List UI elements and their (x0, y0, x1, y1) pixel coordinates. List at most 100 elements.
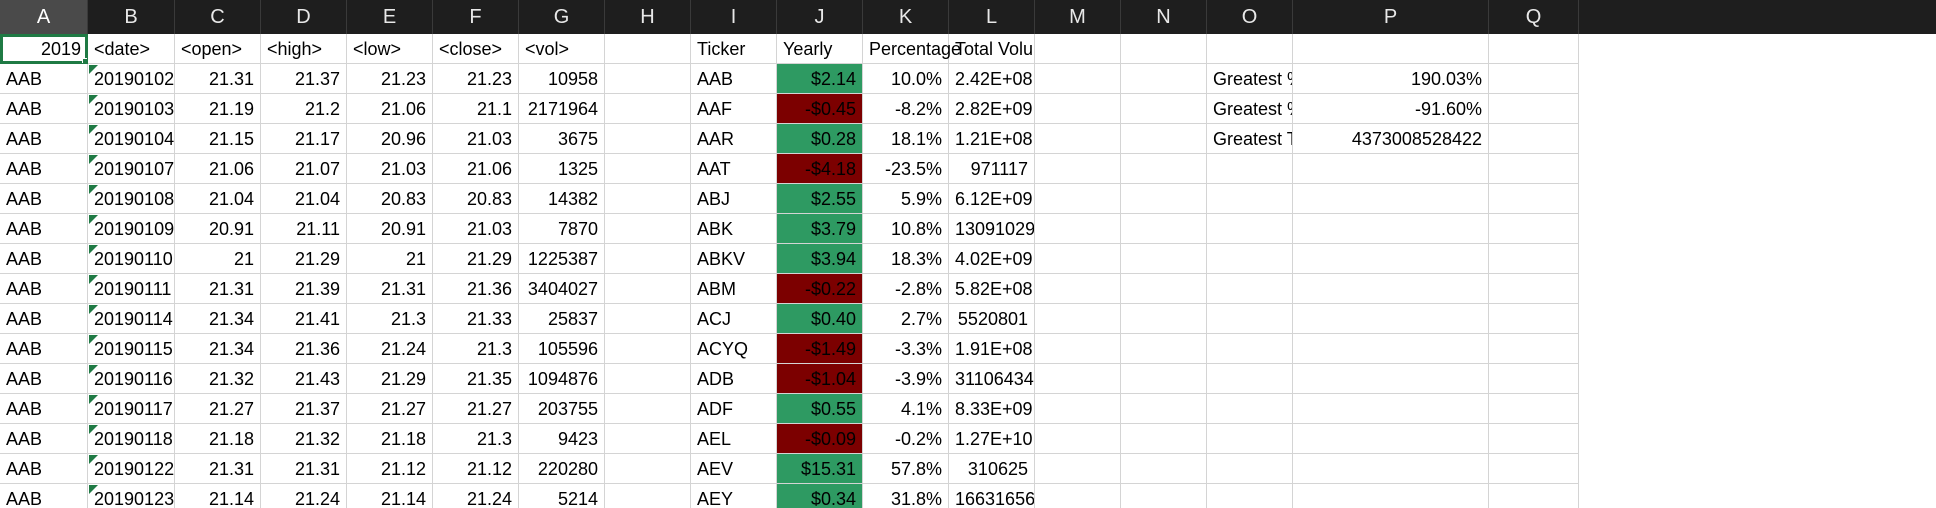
percent-change-cell[interactable]: 10.0% (863, 64, 949, 94)
header-cell-f[interactable]: <close> (433, 34, 519, 64)
vol-cell[interactable]: 5214 (519, 484, 605, 508)
open-cell[interactable]: 20.91 (175, 214, 261, 244)
empty-cell[interactable] (1035, 424, 1121, 454)
empty-cell[interactable] (1121, 64, 1207, 94)
ticker-cell[interactable]: AAB (0, 184, 88, 214)
yearly-change-cell[interactable]: -$0.45 (777, 94, 863, 124)
date-cell[interactable]: 20190123 (88, 484, 175, 508)
date-cell[interactable]: 20190102 (88, 64, 175, 94)
empty-cell[interactable] (1293, 304, 1489, 334)
empty-cell[interactable] (1489, 484, 1579, 508)
empty-cell[interactable] (1489, 364, 1579, 394)
empty-cell[interactable] (1489, 424, 1579, 454)
empty-cell[interactable] (1293, 34, 1489, 64)
empty-cell[interactable] (1207, 244, 1293, 274)
column-header-h[interactable]: H (605, 0, 691, 34)
empty-cell[interactable] (1121, 394, 1207, 424)
header-cell-j[interactable]: Yearly (777, 34, 863, 64)
empty-cell[interactable] (1207, 334, 1293, 364)
ticker-cell[interactable]: AAB (0, 394, 88, 424)
yearly-change-cell[interactable]: $2.55 (777, 184, 863, 214)
date-cell[interactable]: 20190117 (88, 394, 175, 424)
empty-cell[interactable] (605, 424, 691, 454)
empty-cell[interactable] (1489, 454, 1579, 484)
empty-cell[interactable] (605, 334, 691, 364)
summary-ticker-cell[interactable]: AAF (691, 94, 777, 124)
vol-cell[interactable]: 105596 (519, 334, 605, 364)
vol-cell[interactable]: 1225387 (519, 244, 605, 274)
low-cell[interactable]: 21.12 (347, 454, 433, 484)
yearly-change-cell[interactable]: -$1.49 (777, 334, 863, 364)
empty-cell[interactable] (1489, 154, 1579, 184)
empty-cell[interactable] (605, 94, 691, 124)
empty-cell[interactable] (1489, 94, 1579, 124)
empty-cell[interactable] (1207, 424, 1293, 454)
empty-cell[interactable] (1035, 214, 1121, 244)
vol-cell[interactable]: 2171964 (519, 94, 605, 124)
total-volume-cell[interactable]: 31106434 (949, 364, 1035, 394)
close-cell[interactable]: 21.35 (433, 364, 519, 394)
summary-ticker-cell[interactable]: AAT (691, 154, 777, 184)
close-cell[interactable]: 21.06 (433, 154, 519, 184)
ticker-cell[interactable]: AAB (0, 124, 88, 154)
empty-cell[interactable] (1293, 274, 1489, 304)
open-cell[interactable]: 21.31 (175, 454, 261, 484)
summary-ticker-cell[interactable]: AEY (691, 484, 777, 508)
date-cell[interactable]: 20190109 (88, 214, 175, 244)
greatest-label-cell[interactable]: Greatest % (1207, 94, 1293, 124)
empty-cell[interactable] (1035, 184, 1121, 214)
summary-ticker-cell[interactable]: AAR (691, 124, 777, 154)
greatest-value-cell[interactable]: 4373008528422 (1293, 124, 1489, 154)
column-header-e[interactable]: E (347, 0, 433, 34)
empty-cell[interactable] (1293, 244, 1489, 274)
total-volume-cell[interactable]: 971117 (949, 154, 1035, 184)
percent-change-cell[interactable]: 10.8% (863, 214, 949, 244)
column-header-b[interactable]: B (88, 0, 175, 34)
high-cell[interactable]: 21.24 (261, 484, 347, 508)
ticker-cell[interactable]: AAB (0, 424, 88, 454)
summary-ticker-cell[interactable]: ADB (691, 364, 777, 394)
date-cell[interactable]: 20190107 (88, 154, 175, 184)
empty-cell[interactable] (605, 484, 691, 508)
ticker-cell[interactable]: AAB (0, 64, 88, 94)
open-cell[interactable]: 21.14 (175, 484, 261, 508)
low-cell[interactable]: 21.14 (347, 484, 433, 508)
total-volume-cell[interactable]: 6.12E+09 (949, 184, 1035, 214)
greatest-value-cell[interactable]: 190.03% (1293, 64, 1489, 94)
percent-change-cell[interactable]: 31.8% (863, 484, 949, 508)
ticker-cell[interactable]: AAB (0, 484, 88, 508)
open-cell[interactable]: 21.34 (175, 334, 261, 364)
yearly-change-cell[interactable]: -$0.22 (777, 274, 863, 304)
low-cell[interactable]: 21.27 (347, 394, 433, 424)
summary-ticker-cell[interactable]: AEV (691, 454, 777, 484)
empty-cell[interactable] (1207, 274, 1293, 304)
close-cell[interactable]: 21.03 (433, 124, 519, 154)
date-cell[interactable]: 20190110 (88, 244, 175, 274)
close-cell[interactable]: 20.83 (433, 184, 519, 214)
open-cell[interactable]: 21.18 (175, 424, 261, 454)
empty-cell[interactable] (1293, 334, 1489, 364)
empty-cell[interactable] (1035, 124, 1121, 154)
date-cell[interactable]: 20190103 (88, 94, 175, 124)
empty-cell[interactable] (1035, 274, 1121, 304)
greatest-value-cell[interactable]: -91.60% (1293, 94, 1489, 124)
date-cell[interactable]: 20190116 (88, 364, 175, 394)
empty-cell[interactable] (1489, 304, 1579, 334)
ticker-cell[interactable]: AAB (0, 154, 88, 184)
empty-cell[interactable] (1035, 364, 1121, 394)
empty-cell[interactable] (1035, 334, 1121, 364)
close-cell[interactable]: 21.36 (433, 274, 519, 304)
open-cell[interactable]: 21.06 (175, 154, 261, 184)
ticker-cell[interactable]: AAB (0, 364, 88, 394)
empty-cell[interactable] (1207, 154, 1293, 184)
empty-cell[interactable] (1489, 184, 1579, 214)
total-volume-cell[interactable]: 1.91E+08 (949, 334, 1035, 364)
empty-cell[interactable] (1121, 244, 1207, 274)
greatest-label-cell[interactable]: Greatest To (1207, 124, 1293, 154)
empty-cell[interactable] (1489, 244, 1579, 274)
open-cell[interactable]: 21.31 (175, 274, 261, 304)
open-cell[interactable]: 21.27 (175, 394, 261, 424)
total-volume-cell[interactable]: 8.33E+09 (949, 394, 1035, 424)
percent-change-cell[interactable]: 2.7% (863, 304, 949, 334)
column-header-o[interactable]: O (1207, 0, 1293, 34)
